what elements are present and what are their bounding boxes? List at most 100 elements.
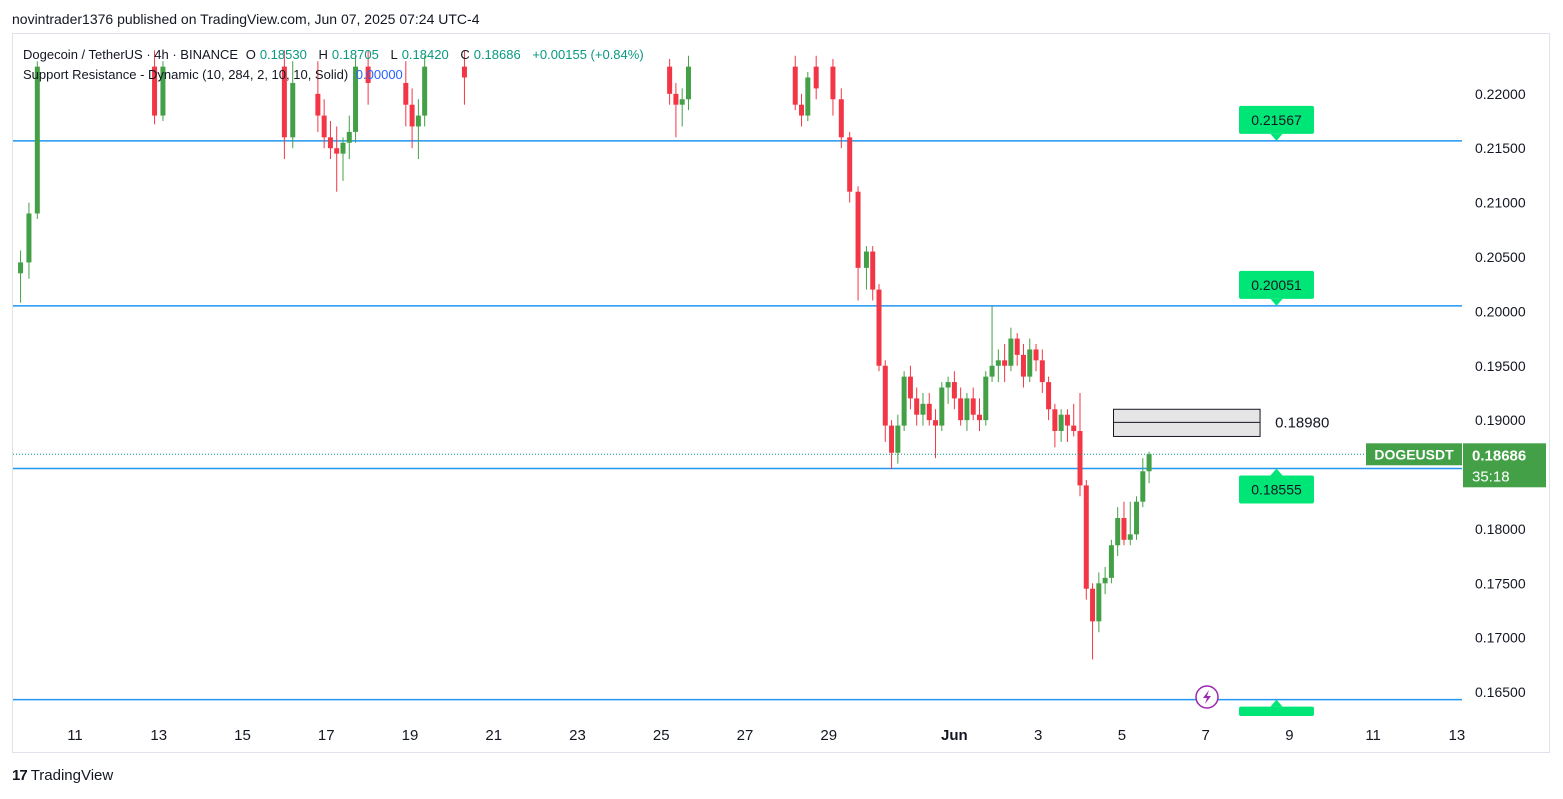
time-tick-label: Jun: [941, 727, 968, 744]
candle-body: [970, 398, 976, 415]
change-value: +0.00155 (+0.84%): [532, 47, 644, 62]
candle-body: [1096, 583, 1102, 622]
candle: [863, 246, 869, 290]
candle: [1121, 501, 1127, 546]
symbol-tag-label: DOGEUSDT: [1374, 446, 1454, 462]
candle-body: [673, 93, 679, 105]
candle: [876, 284, 882, 372]
candle: [945, 376, 951, 404]
candle-body: [1102, 577, 1108, 584]
candle: [1046, 376, 1052, 421]
candle: [1033, 344, 1039, 372]
chart-legend: Dogecoin / TetherUS · 4h · BINANCE O 0.18…: [23, 45, 648, 85]
candle: [855, 186, 861, 301]
candle-body: [422, 66, 428, 116]
candle: [415, 99, 421, 160]
candle-body: [1046, 382, 1052, 410]
candle-body: [1121, 518, 1127, 540]
sr-label-box: [1239, 706, 1314, 716]
candle: [847, 131, 853, 203]
candle: [673, 82, 679, 138]
time-tick-label: 19: [402, 727, 419, 744]
candle: [1096, 572, 1102, 633]
candle: [1140, 458, 1146, 508]
sr-label-text: 0.20051: [1251, 277, 1302, 293]
candle-body: [926, 403, 932, 421]
candle: [1027, 338, 1033, 383]
candle: [813, 55, 819, 100]
candle: [403, 61, 409, 127]
candle-body: [977, 414, 982, 421]
price-tick-label: 0.19500: [1475, 358, 1526, 374]
open-label: O: [245, 47, 256, 62]
candle-body: [346, 131, 352, 143]
candle: [1127, 501, 1133, 546]
zone-box: [1113, 408, 1261, 437]
candle: [933, 409, 939, 459]
candle-body: [876, 289, 882, 366]
tradingview-logo-icon[interactable]: 17: [12, 767, 28, 784]
candle-body: [838, 99, 844, 138]
candle-body: [1008, 338, 1014, 366]
candle: [160, 61, 166, 122]
candle: [667, 59, 673, 105]
candle: [838, 88, 844, 149]
candle-body: [901, 376, 907, 426]
price-tick-label: 0.20500: [1475, 249, 1526, 265]
lightning-icon[interactable]: [1195, 685, 1219, 709]
candle-body: [334, 148, 340, 154]
candle-body: [863, 251, 869, 268]
candle-body: [882, 365, 888, 426]
time-tick-label: 5: [1118, 727, 1126, 744]
candle: [1002, 344, 1008, 383]
candle: [290, 61, 296, 149]
price-tick-label: 0.22000: [1475, 86, 1526, 102]
time-tick-label: 17: [318, 727, 335, 744]
zone-label: 0.18980: [1275, 414, 1329, 431]
candle: [926, 392, 932, 426]
time-tick-label: 25: [653, 727, 670, 744]
price-tick-label: 0.20000: [1475, 303, 1526, 319]
candle: [914, 387, 920, 426]
candle-body: [18, 262, 24, 274]
candle: [1014, 333, 1020, 366]
published-caption: novintrader1376 published on TradingView…: [12, 11, 480, 27]
candle-body: [679, 99, 685, 105]
zone-group: 0.18980: [1113, 408, 1329, 437]
candle: [970, 387, 976, 421]
time-tick-label: 11: [67, 727, 83, 744]
candle: [353, 55, 359, 143]
sr-label-pointer: [1270, 298, 1283, 306]
candle: [882, 360, 888, 442]
tradingview-brand[interactable]: TradingView: [30, 767, 114, 784]
candle: [895, 414, 901, 464]
legend-row-symbol: Dogecoin / TetherUS · 4h · BINANCE O 0.18…: [23, 45, 648, 65]
price-tick-label: 0.21500: [1475, 140, 1526, 156]
candle-body: [1052, 409, 1058, 432]
time-tick-label: 15: [234, 727, 251, 744]
sr-label: 0.20051: [1239, 270, 1314, 306]
close-value: 0.18686: [473, 47, 521, 62]
symbol-tag: [1366, 443, 1462, 466]
sr-label: [1239, 699, 1314, 716]
candle: [334, 126, 340, 192]
low-label: L: [390, 47, 398, 62]
candle-body: [792, 66, 798, 105]
legend-symbol[interactable]: Dogecoin / TetherUS · 4h · BINANCE: [23, 47, 239, 62]
candle-body: [983, 376, 989, 421]
candle: [1083, 479, 1089, 600]
candle: [340, 137, 346, 181]
candle-body: [365, 66, 371, 83]
sr-label-pointer: [1270, 699, 1283, 707]
sr-label-pointer: [1270, 133, 1283, 141]
candle-body: [1002, 360, 1008, 366]
candle-body: [461, 66, 467, 78]
candle-body: [989, 365, 995, 377]
candle-body: [939, 387, 945, 426]
indicator-name[interactable]: Support Resistance - Dynamic (10, 284, 2…: [23, 67, 349, 82]
candle: [26, 202, 32, 279]
candle: [34, 61, 40, 219]
price-tick-label: 0.17500: [1475, 575, 1526, 591]
sr-label-text: 0.21567: [1251, 112, 1302, 128]
